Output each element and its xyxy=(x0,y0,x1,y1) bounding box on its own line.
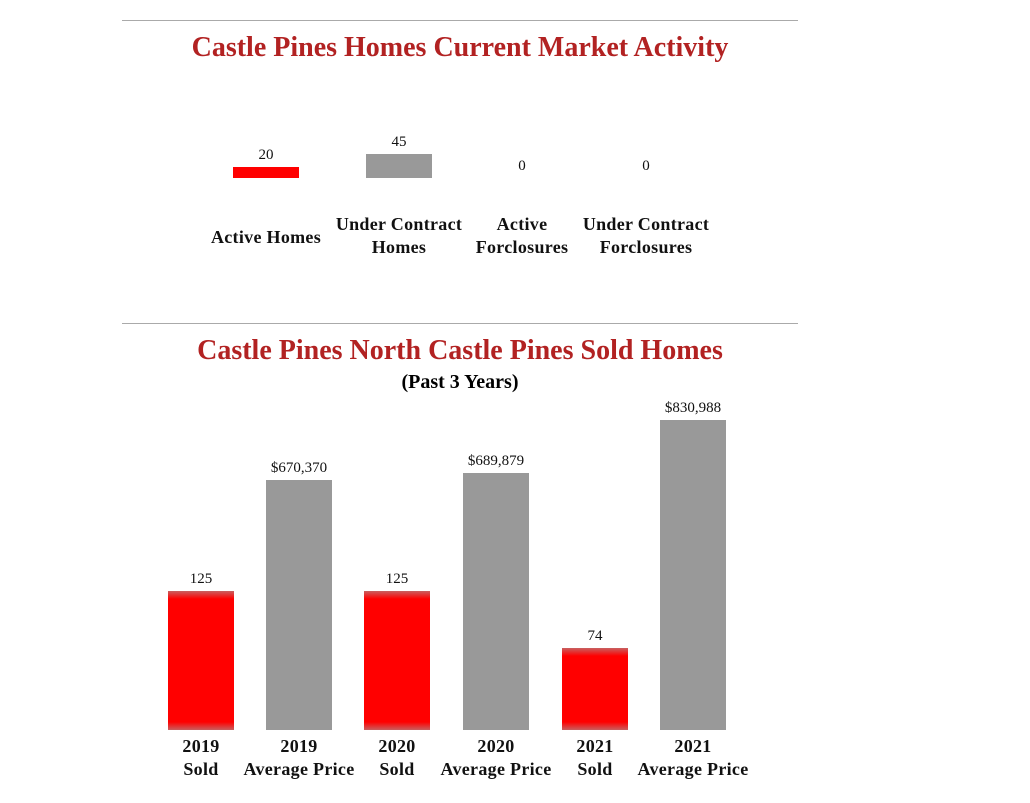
divider xyxy=(122,20,798,21)
bar xyxy=(463,472,529,730)
category-label: Under Contract Forclosures xyxy=(582,214,710,257)
bar xyxy=(168,591,234,730)
category-measure: Sold xyxy=(379,759,415,779)
value-label: 20 xyxy=(258,147,274,164)
chart-title: Castle Pines Homes Current Market Activi… xyxy=(191,32,729,63)
category-year: 2019 xyxy=(280,736,318,756)
category-year: 2021 xyxy=(576,736,614,756)
value-label: 0 xyxy=(518,158,526,174)
chart-subtitle: (Past 3 Years) xyxy=(401,371,519,393)
chart-title: Castle Pines North Castle Pines Sold Hom… xyxy=(197,335,723,366)
bar xyxy=(366,154,432,178)
value-label: 0 xyxy=(642,158,650,174)
bar xyxy=(660,420,726,730)
category-label: Active Forclosures xyxy=(475,214,569,257)
bar xyxy=(562,647,628,730)
category-year: 2019 xyxy=(182,736,220,756)
value-label: 125 xyxy=(189,571,213,587)
value-label: $689,879 xyxy=(467,452,525,469)
category-year: 2021 xyxy=(674,736,712,756)
bar xyxy=(266,479,332,730)
category-measure: Average Price xyxy=(637,759,749,779)
category-year: 2020 xyxy=(378,736,416,756)
divider xyxy=(122,323,798,324)
category-label: Under Contract Homes xyxy=(335,214,463,257)
bar xyxy=(364,591,430,730)
category-year: 2020 xyxy=(477,736,515,756)
category-measure: Sold xyxy=(183,759,219,779)
value-label: $830,988 xyxy=(664,400,722,417)
category-measure: Average Price xyxy=(440,759,552,779)
category-measure: Average Price xyxy=(243,759,355,779)
value-label: 45 xyxy=(391,134,407,151)
category-measure: Sold xyxy=(577,759,613,779)
value-label: 74 xyxy=(587,627,603,644)
value-label: $670,370 xyxy=(270,459,328,476)
category-label: Active Homes xyxy=(210,227,322,247)
value-label: 125 xyxy=(385,571,409,587)
bar xyxy=(233,167,299,178)
